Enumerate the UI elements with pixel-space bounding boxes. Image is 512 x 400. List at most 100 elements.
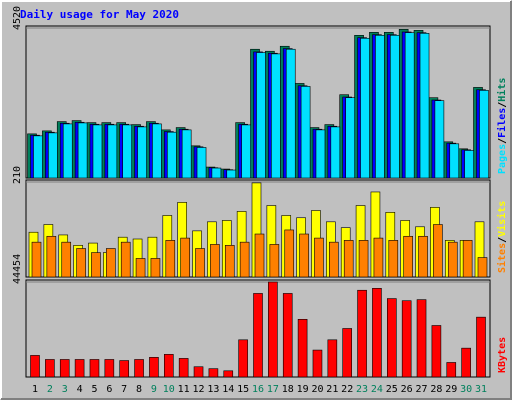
bar (314, 237, 324, 278)
bar (150, 258, 161, 278)
x-tick-label: 18 (282, 384, 294, 395)
bar (461, 347, 471, 378)
bar (253, 293, 263, 378)
y-tick-label: 4520 (12, 6, 23, 30)
x-tick-label: 27 (416, 384, 428, 395)
x-tick-label: 11 (178, 384, 190, 395)
legend-entry: Files (496, 108, 508, 138)
bar (254, 233, 265, 278)
y-tick-label: 210 (12, 166, 23, 184)
bar (403, 235, 413, 278)
bar (315, 129, 326, 179)
bar (358, 240, 369, 278)
bar (45, 359, 55, 378)
bar (104, 359, 115, 378)
x-tick-label: 2 (47, 384, 53, 395)
bar (401, 300, 412, 378)
x-tick-label: 24 (371, 384, 383, 395)
bar (196, 147, 207, 179)
bar (74, 359, 85, 378)
bar (297, 318, 308, 378)
bar (92, 124, 103, 179)
bar (210, 244, 220, 278)
bar (342, 328, 353, 378)
x-tick-label: 31 (475, 384, 487, 395)
bar (312, 349, 323, 378)
x-tick-label: 30 (460, 384, 472, 395)
bar (372, 288, 382, 378)
x-tick-label: 12 (193, 384, 205, 395)
bar (447, 241, 458, 278)
bar (167, 131, 177, 179)
bar (462, 240, 473, 278)
x-tick-label: 10 (163, 384, 175, 395)
bar (224, 245, 235, 278)
bar (357, 289, 367, 378)
bar (256, 52, 266, 179)
x-tick-label: 9 (151, 384, 157, 395)
x-tick-label: 8 (136, 384, 142, 395)
x-tick-label: 25 (386, 384, 398, 395)
x-tick-label: 23 (356, 384, 368, 395)
legend-entry: Hits (496, 78, 508, 102)
legend-entry: KBytes (497, 337, 508, 373)
bar (418, 235, 428, 278)
bar (282, 293, 293, 378)
bar (62, 123, 73, 179)
bar (404, 32, 415, 179)
bar (300, 86, 311, 179)
x-tick-label: 6 (106, 384, 112, 395)
bar (91, 252, 101, 278)
bar (299, 233, 309, 278)
bar (433, 224, 443, 278)
x-tick-label: 16 (252, 384, 264, 395)
bar (329, 241, 339, 278)
bar (434, 100, 445, 179)
x-tick-label: 5 (91, 384, 97, 395)
bar (241, 124, 251, 179)
x-tick-label: 15 (237, 384, 249, 395)
bar (446, 362, 457, 378)
bar (431, 325, 442, 378)
legend-entry: Sites (496, 243, 508, 273)
bar (89, 359, 100, 378)
bar (30, 355, 40, 378)
x-tick-label: 3 (62, 384, 68, 395)
bar (226, 169, 237, 179)
bar (135, 258, 146, 278)
bar (76, 248, 86, 278)
bar (449, 143, 460, 179)
chart-title: Daily usage for May 2020 (20, 8, 179, 21)
bar (360, 37, 370, 179)
legend-entry: Visits (496, 201, 508, 237)
bar (327, 339, 338, 378)
bar (195, 248, 205, 278)
x-tick-label: 1 (32, 384, 38, 395)
x-tick-label: 19 (297, 384, 309, 395)
bar (386, 298, 397, 378)
bar (345, 97, 356, 179)
x-tick-label: 17 (267, 384, 279, 395)
bar (77, 122, 88, 179)
bar (59, 359, 70, 378)
x-tick-label: 14 (222, 384, 234, 395)
bar (46, 235, 57, 278)
bar (343, 240, 354, 278)
bar (61, 241, 72, 278)
x-tick-label: 21 (326, 384, 338, 395)
bar (180, 237, 190, 278)
x-tick-label: 26 (401, 384, 413, 395)
legend-separator: / (497, 102, 508, 108)
x-tick-label: 7 (121, 384, 127, 395)
bar (284, 229, 295, 278)
bar (178, 358, 189, 378)
bar (419, 33, 430, 179)
bar (48, 132, 58, 179)
bar (106, 248, 116, 278)
bar (149, 357, 159, 378)
x-tick-label: 29 (445, 384, 457, 395)
bar (134, 359, 144, 378)
legend-separator: / (497, 138, 508, 144)
